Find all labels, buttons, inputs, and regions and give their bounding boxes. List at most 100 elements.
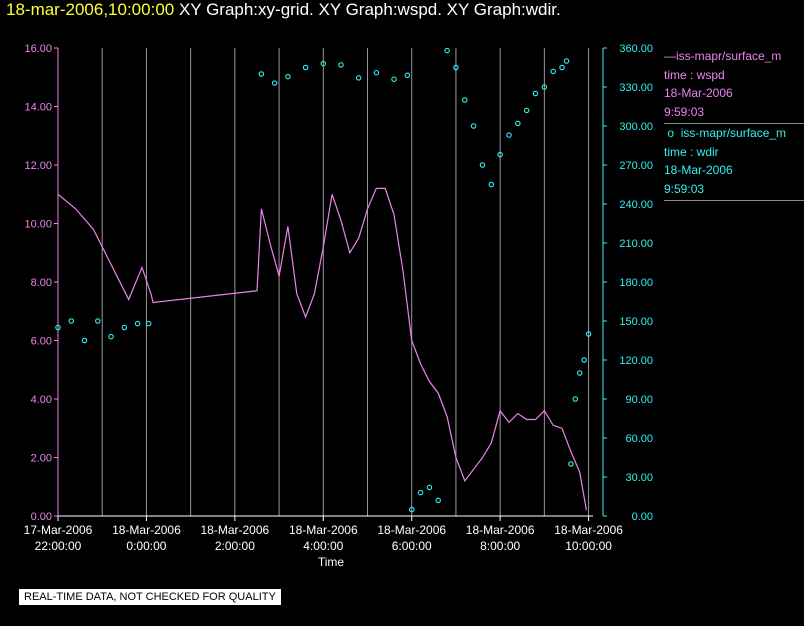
axes (57, 48, 604, 517)
x-tick-time: 22:00:00 (35, 539, 82, 553)
legend-series1-name: iss-mapr/surface_m (676, 49, 782, 63)
right-tick-label: 330.00 (619, 82, 653, 94)
legend-series1-date: 18-Mar-2006 (664, 86, 733, 100)
x-axis-label: Time (318, 555, 345, 569)
left-tick-label: 2.00 (31, 453, 52, 465)
data-point-wdir (488, 181, 495, 188)
x-tick-time: 6:00:00 (392, 539, 432, 553)
data-point-wdir (404, 72, 411, 79)
data-point-wdir (355, 75, 362, 81)
data-point-wdir (134, 320, 141, 327)
data-point-wdir (462, 97, 468, 103)
data-point-wdir (271, 80, 278, 86)
x-tick-time: 4:00:00 (303, 539, 343, 553)
x-tick-time: 10:00:00 (565, 539, 612, 553)
right-tick-label: 30.00 (625, 472, 653, 484)
data-point-wdir (568, 461, 574, 467)
right-tick-label: 150.00 (619, 316, 653, 328)
data-point-wdir (55, 324, 61, 331)
right-tick-label: 210.00 (619, 238, 653, 250)
data-point-wdir (391, 76, 397, 82)
left-tick-label: 10.00 (24, 219, 52, 231)
left-tick-label: 16.00 (24, 43, 52, 55)
data-point-wdir (121, 324, 128, 331)
x-tick-date: 18-Mar-2006 (554, 523, 623, 537)
data-point-wdir (515, 120, 521, 127)
x-tick-date: 18-Mar-2006 (112, 523, 181, 537)
series-layer (55, 47, 592, 513)
data-point-wdir (302, 64, 309, 71)
data-point-wdir (470, 123, 477, 129)
data-point-wdir (581, 357, 587, 363)
left-axis-ticks: 0.00 2.00 4.00 6.00 8.00 10.00 12.00 14.00 16.00 (24, 43, 58, 523)
left-tick-label: 0.00 (31, 511, 52, 523)
data-point-wdir (572, 396, 579, 402)
data-point-wdir (576, 370, 583, 376)
right-axis-ticks: 0.00 30.00 60.00 90.00 120.00 150.00 180.00 210… (603, 43, 653, 523)
data-point-wdir (497, 151, 503, 158)
right-tick-label: 300.00 (619, 121, 653, 133)
left-tick-label: 8.00 (31, 277, 52, 289)
left-tick-label: 12.00 (24, 160, 52, 172)
x-tick-date: 17-Mar-2006 (24, 523, 93, 537)
data-point-wdir (444, 47, 450, 54)
x-tick-date: 18-Mar-2006 (466, 523, 535, 537)
data-point-wdir (258, 71, 265, 77)
right-tick-label: 60.00 (625, 433, 653, 445)
legend-series2-time: 9:59:03 (664, 181, 705, 196)
timestamp-label: 18-mar-2006,10:00:00 (6, 0, 175, 19)
right-tick-label: 270.00 (619, 160, 653, 172)
data-point-wdir (532, 90, 539, 97)
right-tick-label: 240.00 (619, 199, 653, 211)
series-line-wspd (57, 187, 587, 511)
legend-series1-time: 9:59:03 (664, 104, 705, 119)
legend: —iss-mapr/surface_m time : wspd 18-Mar-2… (664, 47, 804, 201)
data-point-wdir (338, 62, 344, 68)
right-tick-label: 180.00 (619, 277, 653, 289)
left-tick-label: 4.00 (31, 394, 52, 406)
data-point-wdir (550, 68, 556, 75)
legend-series2-fields: time : wdir (664, 144, 719, 159)
left-tick-label: 14.00 (24, 102, 52, 114)
vertical-grid (101, 48, 590, 516)
chart-title: 18-mar-2006,10:00:00 XY Graph:xy-grid. X… (6, 0, 561, 20)
data-point-wdir (541, 84, 548, 90)
data-point-wdir (285, 73, 291, 80)
data-point-wdir (145, 320, 152, 327)
right-tick-label: 360.00 (619, 43, 653, 55)
data-point-wdir (435, 497, 441, 504)
right-tick-label: 120.00 (619, 355, 653, 367)
data-point-wdir (453, 64, 459, 71)
x-tick-date: 18-Mar-2006 (377, 523, 446, 537)
data-point-wdir (408, 506, 415, 513)
legend-series1-fields: time : wspd (664, 67, 725, 82)
data-point-wdir (108, 333, 114, 340)
x-tick-date: 18-Mar-2006 (289, 523, 358, 537)
quality-note: REAL-TIME DATA, NOT CHECKED FOR QUALITY (19, 589, 281, 605)
data-point-wdir (417, 489, 424, 496)
data-point-wdir (559, 64, 565, 71)
legend-series2-date: 18-Mar-2006 (664, 163, 733, 177)
data-point-wdir (95, 318, 101, 324)
legend-item-wdir: o iss-mapr/surface_m time : wdir 18-Mar-… (664, 124, 804, 198)
data-point-wdir (81, 337, 88, 344)
data-point-wdir (479, 162, 486, 168)
x-tick-time: 8:00:00 (480, 539, 520, 553)
x-tick-date: 18-Mar-2006 (201, 523, 270, 537)
right-tick-label: 0.00 (632, 511, 653, 523)
data-point-wdir (585, 331, 592, 337)
data-point-wdir (320, 60, 327, 67)
legend-series2-name: iss-mapr/surface_m (680, 126, 787, 140)
data-point-wdir (68, 318, 75, 324)
x-axis-ticks: 17-Mar-2006 22:00:00 18-Mar-2006 0:00:00 18-… (24, 516, 623, 553)
x-tick-time: 2:00:00 (215, 539, 255, 553)
data-point-wdir (523, 107, 530, 114)
data-point-wdir (373, 69, 380, 76)
left-tick-label: 6.00 (31, 336, 52, 348)
data-point-wdir (426, 484, 433, 491)
right-tick-label: 90.00 (625, 394, 653, 406)
legend-item-wspd: —iss-mapr/surface_m time : wspd 18-Mar-2… (664, 47, 804, 121)
data-point-wdir (506, 132, 512, 138)
graph-titles: XY Graph:xy-grid. XY Graph:wspd. XY Grap… (178, 0, 561, 19)
